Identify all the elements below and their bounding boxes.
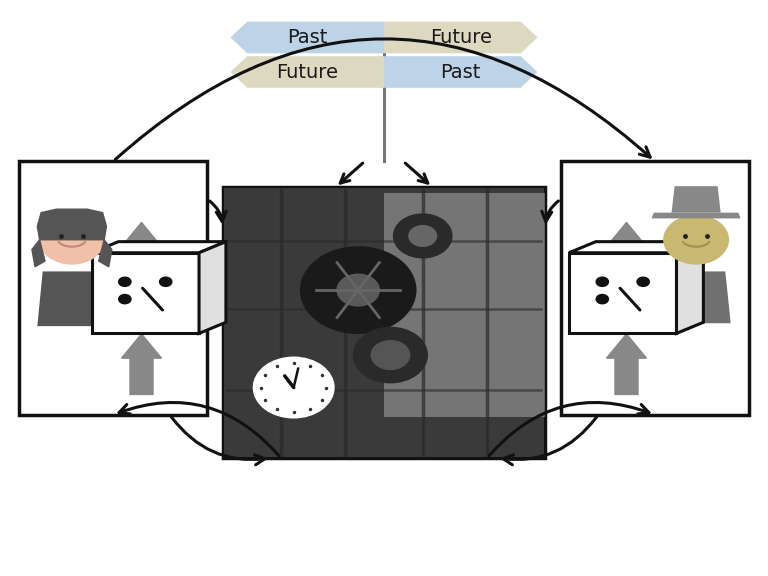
Polygon shape bbox=[671, 186, 720, 213]
Circle shape bbox=[596, 294, 608, 304]
Polygon shape bbox=[32, 240, 45, 267]
Polygon shape bbox=[38, 209, 107, 240]
Polygon shape bbox=[661, 271, 730, 323]
FancyArrow shape bbox=[607, 334, 647, 395]
Polygon shape bbox=[651, 213, 740, 218]
Circle shape bbox=[253, 358, 333, 418]
FancyBboxPatch shape bbox=[19, 161, 207, 415]
Circle shape bbox=[637, 277, 649, 286]
Circle shape bbox=[353, 327, 427, 382]
Polygon shape bbox=[38, 271, 107, 326]
FancyArrow shape bbox=[121, 334, 161, 395]
FancyArrow shape bbox=[607, 222, 647, 283]
Polygon shape bbox=[199, 242, 226, 334]
Polygon shape bbox=[384, 22, 538, 54]
Circle shape bbox=[40, 215, 104, 264]
Text: Future: Future bbox=[276, 63, 338, 81]
Polygon shape bbox=[569, 242, 703, 253]
Polygon shape bbox=[91, 242, 226, 253]
Circle shape bbox=[119, 294, 131, 304]
Circle shape bbox=[409, 226, 436, 247]
Polygon shape bbox=[99, 240, 112, 267]
Circle shape bbox=[337, 274, 379, 306]
Circle shape bbox=[596, 277, 608, 286]
Circle shape bbox=[300, 247, 415, 334]
Text: Future: Future bbox=[430, 28, 492, 47]
Polygon shape bbox=[677, 242, 703, 334]
FancyBboxPatch shape bbox=[561, 161, 749, 415]
FancyBboxPatch shape bbox=[224, 188, 544, 457]
Text: Past: Past bbox=[441, 63, 481, 81]
Circle shape bbox=[393, 214, 452, 258]
Polygon shape bbox=[384, 56, 538, 88]
Circle shape bbox=[371, 340, 409, 369]
Circle shape bbox=[664, 215, 728, 264]
FancyArrow shape bbox=[121, 222, 161, 283]
Polygon shape bbox=[230, 56, 384, 88]
Polygon shape bbox=[91, 253, 199, 334]
Text: Past: Past bbox=[287, 28, 327, 47]
Circle shape bbox=[160, 277, 172, 286]
FancyBboxPatch shape bbox=[223, 187, 545, 458]
Polygon shape bbox=[384, 192, 545, 417]
Polygon shape bbox=[569, 253, 677, 334]
Polygon shape bbox=[230, 22, 384, 54]
Circle shape bbox=[119, 277, 131, 286]
